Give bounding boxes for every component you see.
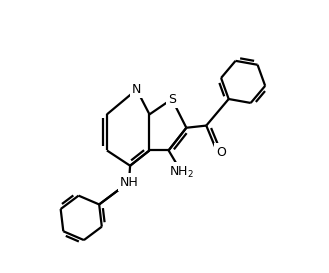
Text: S: S [168, 93, 176, 106]
Text: O: O [216, 146, 226, 159]
Text: N: N [132, 83, 141, 96]
Text: NH$_2$: NH$_2$ [169, 164, 194, 180]
Text: NH: NH [120, 176, 139, 189]
